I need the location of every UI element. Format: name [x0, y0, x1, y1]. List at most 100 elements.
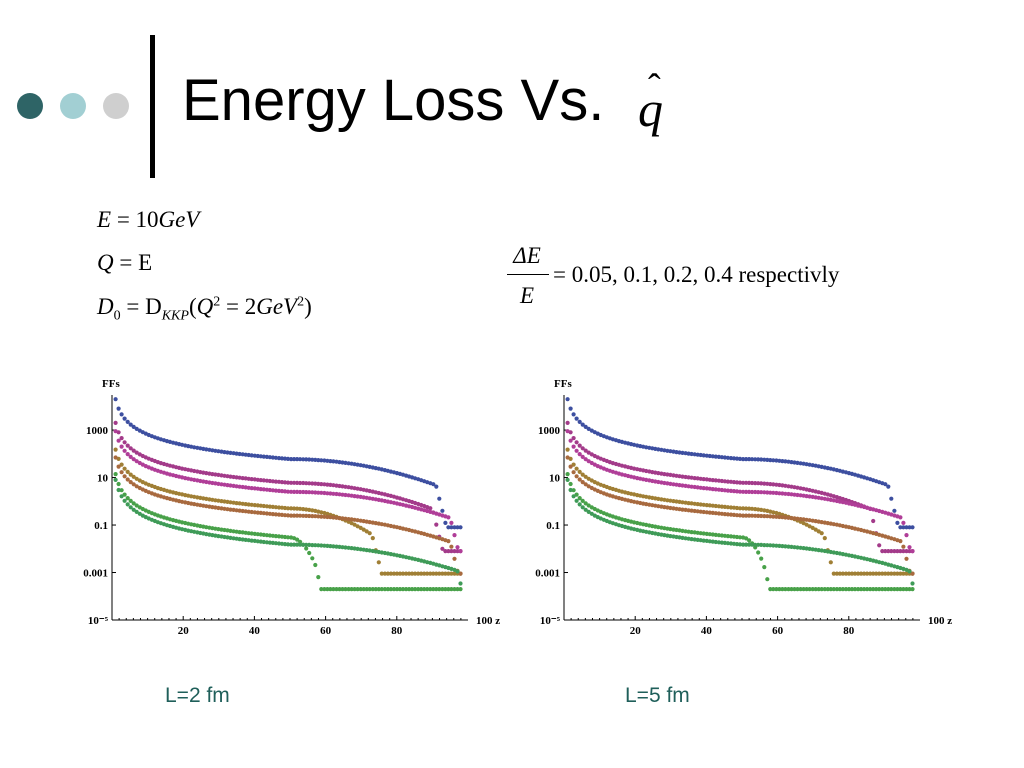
data-point: [295, 513, 300, 518]
data-point: [204, 532, 209, 537]
chart-right: FFs 100 z 20 40 60 80 1000 10 0.1 0.001 10⁻⁵: [535, 378, 952, 637]
data-point: [316, 458, 321, 463]
data-point: [273, 505, 278, 510]
data-point: [331, 515, 336, 520]
data-point: [131, 482, 136, 487]
data-point: [849, 587, 855, 592]
data-point: [852, 571, 858, 576]
series-4: [565, 455, 915, 576]
y-tick-label: 1000: [538, 425, 561, 437]
data-point: [292, 542, 297, 547]
data-point: [574, 448, 579, 453]
data-point: [113, 477, 118, 482]
data-point: [774, 514, 779, 519]
series-6: [565, 477, 915, 586]
data-point: [765, 457, 770, 462]
data-point: [644, 468, 649, 474]
data-point: [795, 545, 800, 550]
data-point: [713, 532, 718, 537]
data-point: [352, 587, 357, 592]
data-point: [440, 546, 445, 551]
data-point: [771, 514, 776, 519]
data-point: [741, 480, 746, 485]
data-point: [744, 489, 749, 494]
x-tick-label: 40: [249, 625, 261, 637]
data-point: [116, 464, 121, 469]
data-point: [571, 444, 576, 449]
data-point: [316, 490, 321, 495]
data-point: [734, 480, 740, 485]
data-point: [680, 450, 685, 455]
data-point: [898, 525, 903, 530]
data-point: [565, 455, 570, 460]
data-point: [910, 571, 915, 576]
data-point: [731, 456, 737, 461]
data-point: [131, 448, 136, 453]
data-point: [568, 464, 573, 469]
data-point: [701, 453, 706, 458]
data-point: [837, 587, 842, 592]
data-point: [237, 484, 242, 489]
series-3: [113, 447, 463, 576]
data-point: [391, 571, 397, 576]
data-point: [355, 462, 360, 467]
data-point: [856, 587, 861, 592]
data-point: [458, 581, 463, 586]
data-point: [880, 549, 885, 554]
data-point: [131, 457, 136, 462]
data-point: [119, 412, 124, 417]
data-point: [334, 587, 339, 592]
data-point: [425, 587, 430, 592]
data-point: [701, 531, 706, 536]
data-point: [783, 544, 788, 549]
data-point: [307, 542, 312, 547]
data-point: [316, 543, 321, 548]
data-point: [204, 525, 209, 530]
data-point: [397, 571, 403, 576]
data-point: [656, 479, 661, 485]
data-point: [871, 587, 876, 592]
data-point: [889, 496, 894, 501]
data-point: [343, 492, 348, 498]
data-point: [367, 531, 372, 536]
data-point: [910, 525, 915, 530]
x-tick-label: 20: [178, 625, 190, 637]
data-point: [737, 513, 743, 518]
data-point: [568, 487, 573, 493]
data-point: [892, 587, 897, 592]
data-point: [325, 491, 330, 496]
data-point: [113, 420, 118, 425]
data-point: [292, 480, 297, 485]
data-point: [437, 587, 442, 592]
data-point: [843, 587, 849, 592]
data-point: [568, 438, 573, 443]
data-point: [898, 571, 903, 576]
data-point: [771, 587, 776, 592]
data-point: [834, 587, 839, 592]
data-point: [228, 483, 233, 488]
data-point: [756, 550, 761, 555]
data-point: [886, 587, 891, 592]
data-point: [422, 587, 427, 592]
data-point: [204, 447, 209, 452]
data-point: [446, 571, 451, 576]
data-point: [771, 458, 776, 463]
data-point: [331, 483, 336, 488]
data-point: [825, 587, 830, 592]
x-tick-label: 40: [701, 625, 713, 637]
data-point: [901, 544, 906, 549]
data-point: [713, 487, 718, 492]
data-point: [783, 515, 788, 520]
data-point: [901, 520, 906, 525]
data-point: [307, 507, 312, 512]
data-point: [125, 443, 130, 448]
data-point: [298, 480, 303, 486]
data-point: [355, 524, 360, 529]
data-point: [725, 512, 730, 517]
data-point: [292, 513, 297, 518]
data-point: [331, 459, 336, 464]
data-point: [819, 548, 824, 553]
data-point: [744, 513, 749, 518]
data-point: [689, 501, 694, 506]
data-point: [364, 587, 369, 592]
